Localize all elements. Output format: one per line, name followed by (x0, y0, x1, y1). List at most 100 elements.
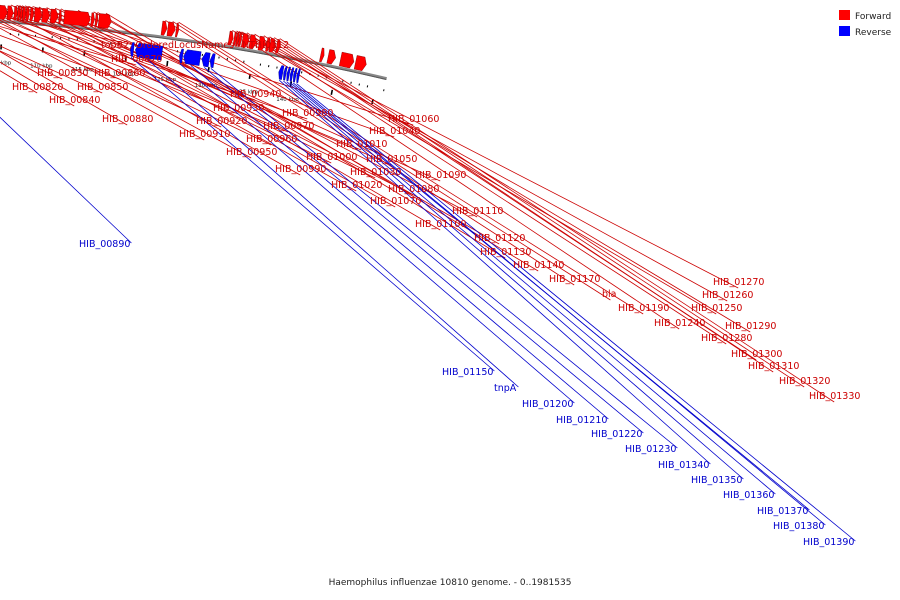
gene-hib-01240[interactable] (227, 30, 234, 46)
gene-label-hib-00970: HIB_00970 (263, 121, 314, 132)
leader-hib-00850 (0, 45, 103, 94)
gene-hib-01000[interactable] (6, 5, 14, 21)
gene-hib-01150[interactable] (130, 42, 135, 57)
gene-hib-01120[interactable] (90, 12, 95, 28)
gene-hib-01310[interactable] (265, 37, 271, 52)
tick-label-135: 135 kbp (236, 90, 259, 96)
gene-label-hib-00840: HIB_00840 (49, 95, 100, 106)
gene-hib-01090[interactable] (49, 8, 59, 24)
gene-hib-01280[interactable] (240, 32, 250, 48)
leader-hib-00990 (0, 4, 301, 176)
gene-hib-01260[interactable] (235, 31, 240, 47)
gene-label-hib-01150: HIB_01150 (442, 367, 493, 378)
gene-unlabeled[interactable] (353, 55, 367, 72)
leader-hib-01070 (38, 6, 396, 208)
minor-tick (350, 81, 352, 84)
gene-hib-01100[interactable] (58, 9, 62, 25)
gene-hib-01290[interactable] (248, 34, 257, 50)
legend-label-reverse: Reverse (855, 28, 892, 38)
leader-hib-00930 (0, 18, 239, 115)
gene-hib-01170[interactable] (160, 20, 168, 36)
gene-hib-01360[interactable] (286, 66, 291, 82)
gene-hib-01130[interactable] (94, 12, 99, 28)
gene-unlabeled[interactable] (326, 49, 336, 65)
leader-hib-01270 (241, 31, 739, 289)
leader-hib-00920 (0, 22, 222, 128)
leader-hib-01330 (279, 38, 835, 403)
leader-hib-00880 (0, 51, 128, 126)
gene-label-hib-01200: HIB_01200 (522, 399, 573, 410)
gene-hib-00990[interactable] (0, 5, 8, 20)
gene-hib-01030[interactable] (19, 6, 23, 21)
gene-label-hib-01120: HIB_01120 (474, 233, 525, 244)
genome-caption: Haemophilus influenzae 10810 genome. - 0… (328, 578, 572, 588)
gene-hib-01300[interactable] (257, 35, 267, 51)
gene-label-hib-01050: HIB_01050 (366, 154, 417, 165)
gene-hib-01140[interactable] (97, 13, 112, 29)
gene-hib-01330[interactable] (275, 39, 281, 54)
gene-tnpa[interactable] (135, 42, 164, 61)
gene-label-hib-01110: HIB_01110 (452, 206, 503, 217)
leader-hib-01100 (60, 8, 441, 231)
legend: Forward Reverse (839, 10, 892, 38)
gene-hib-01040[interactable] (21, 6, 27, 22)
gene-label-hib-01340: HIB_01340 (658, 460, 709, 471)
gene-hib-01050[interactable] (25, 6, 30, 22)
gene-hib-01380[interactable] (293, 67, 298, 83)
leader-hib-00890 (0, 116, 132, 244)
gene-hib-01390[interactable] (296, 68, 301, 84)
leader-hib-01030 (21, 5, 376, 179)
tick-label-140: 140 kbp (276, 97, 299, 103)
gene-label-hib-01040: HIB_01040 (369, 126, 420, 137)
gene-hib-01220[interactable] (201, 52, 211, 68)
gene-hib-01190[interactable] (174, 22, 179, 38)
gene-label-hib-01130: HIB_01130 (480, 247, 531, 258)
gene-label-hib-01300: HIB_01300 (731, 349, 782, 360)
gene-label-hib-00940: HIB_00940 (230, 89, 281, 100)
gene-label-hib-00950: HIB_00950 (226, 147, 277, 158)
gene-hib-01250[interactable] (232, 31, 237, 47)
leader-tnpa (147, 59, 519, 388)
legend-swatch-forward (839, 10, 850, 20)
tick-label-110: 110 kbp (30, 63, 53, 69)
major-tick (166, 60, 169, 67)
gene-hib-01320[interactable] (268, 37, 277, 53)
leader-hib-01150 (130, 56, 495, 372)
gene-hib-01080[interactable] (41, 8, 51, 23)
gene-label-hib-00860: HIB_00860 (94, 68, 145, 79)
gene-hib-01060[interactable] (29, 7, 34, 22)
leader-hib-01020 (19, 5, 357, 192)
gene-hib-01350[interactable] (283, 66, 288, 81)
gene-label-hib-00870: HIB_00870 (111, 54, 162, 65)
gene-label-hib-01330: HIB_01330 (809, 391, 860, 402)
gene-hib-01200[interactable] (179, 48, 184, 64)
gene-label-hib-00830: HIB_00830 (37, 68, 88, 79)
gene-hib-01010[interactable] (13, 5, 18, 21)
gene-hib-01210[interactable] (183, 49, 202, 66)
gene-hib-01020[interactable] (16, 6, 21, 21)
major-tick (289, 81, 293, 87)
tick-label-115: 115 kbp (71, 67, 94, 73)
gene-label-hib-01100: HIB_01100 (415, 219, 466, 230)
leader-hib-01090 (54, 7, 441, 182)
gene-label-hib-00930: HIB_00930 (213, 103, 264, 114)
gene-hib-01270[interactable] (237, 32, 242, 47)
leader-hib-01050 (28, 5, 392, 166)
gene-hib-01230[interactable] (209, 53, 216, 69)
major-tick (330, 89, 334, 95)
gene-bla[interactable] (166, 21, 176, 37)
gene-hib-01340[interactable] (278, 65, 285, 80)
leader-hib-01230 (210, 68, 678, 449)
gene-label-hib-01350: HIB_01350 (691, 475, 742, 486)
gene-unlabeled[interactable] (338, 51, 355, 69)
gene-hib-01370[interactable] (289, 67, 295, 82)
gene-hib-01110[interactable] (63, 9, 91, 27)
backbone-edge (0, 21, 387, 80)
gene-label-hib-01140: HIB_01140 (513, 260, 564, 271)
gene-unlabeled[interactable] (319, 47, 325, 63)
leader-hib-01340 (279, 79, 711, 465)
gene-label-hib-01270: HIB_01270 (713, 277, 764, 288)
leader-hib-01220 (204, 67, 644, 434)
gene-hib-01070[interactable] (33, 7, 43, 23)
